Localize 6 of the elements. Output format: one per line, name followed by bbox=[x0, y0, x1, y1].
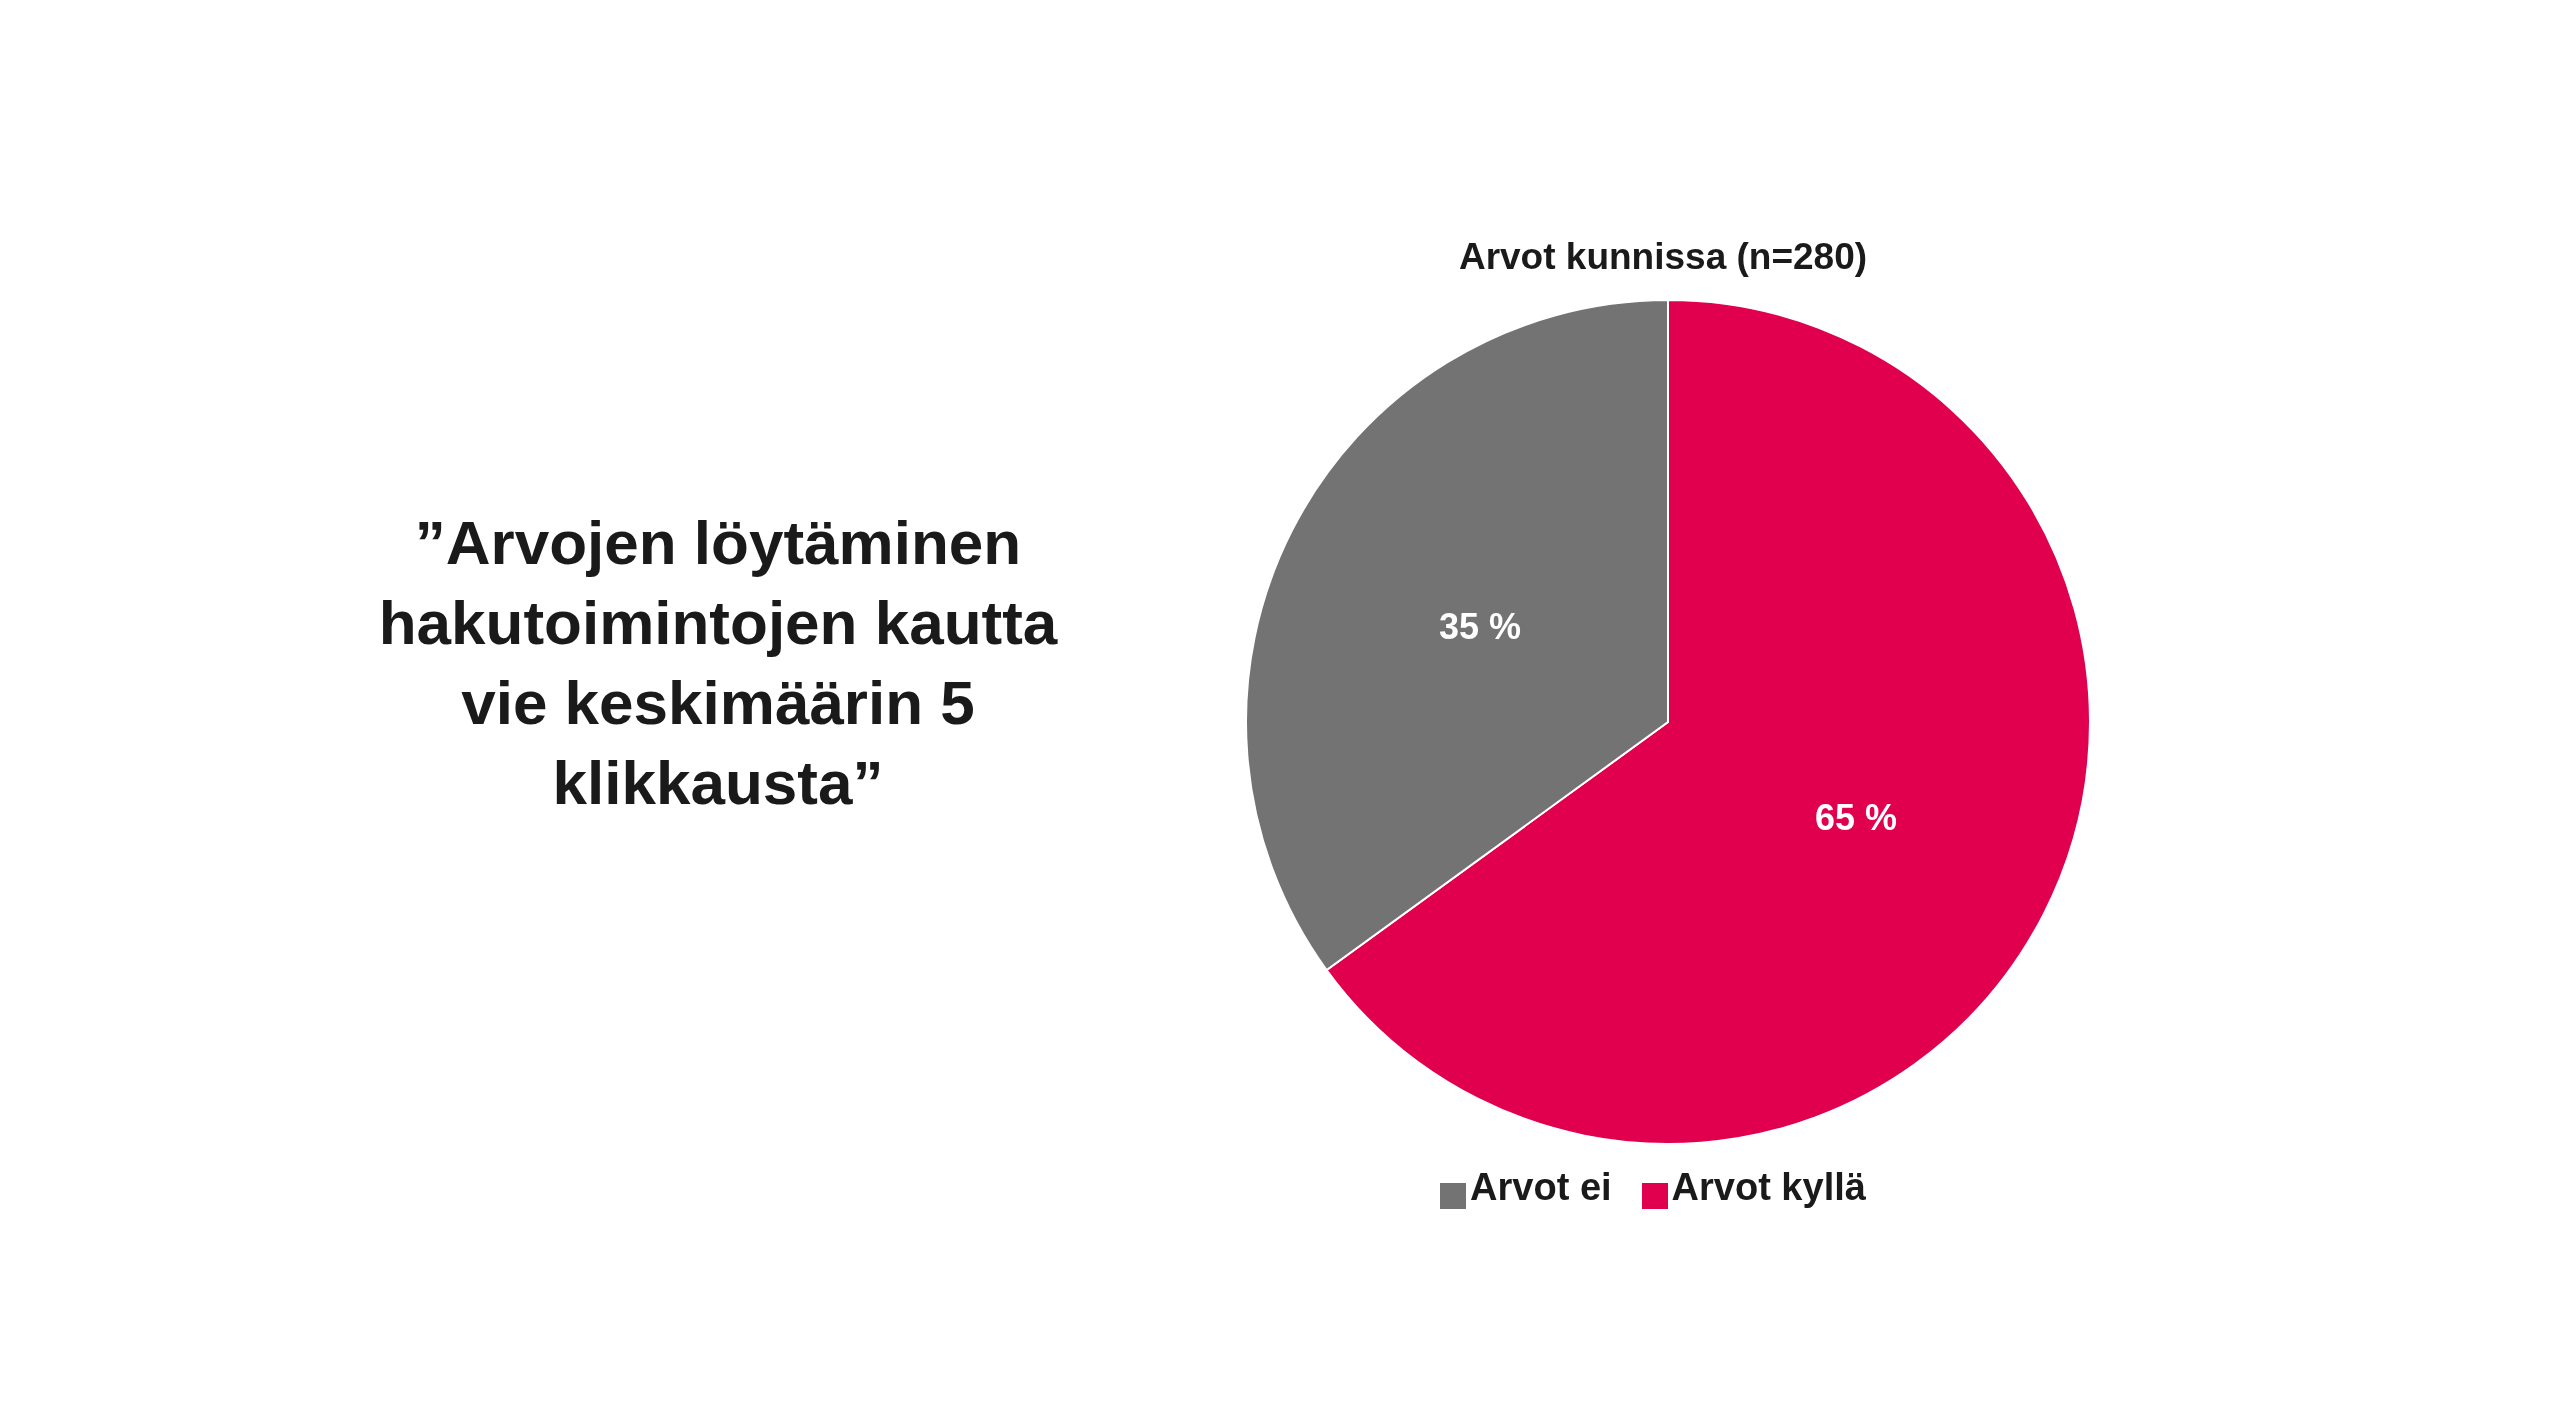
chart-title: Arvot kunnissa (n=280) bbox=[1457, 236, 1869, 278]
data-label: 65 % bbox=[1814, 797, 1898, 839]
legend-label: Arvot ei bbox=[1470, 1166, 1612, 1208]
legend-label: Arvot kyllä bbox=[1671, 1166, 1866, 1208]
data-label: 35 % bbox=[1438, 605, 1522, 647]
text: ”Arvojen löytäminen hakutoimintojen kautta vie keskimäärin 5 klikkausta” bbox=[377, 507, 1059, 819]
